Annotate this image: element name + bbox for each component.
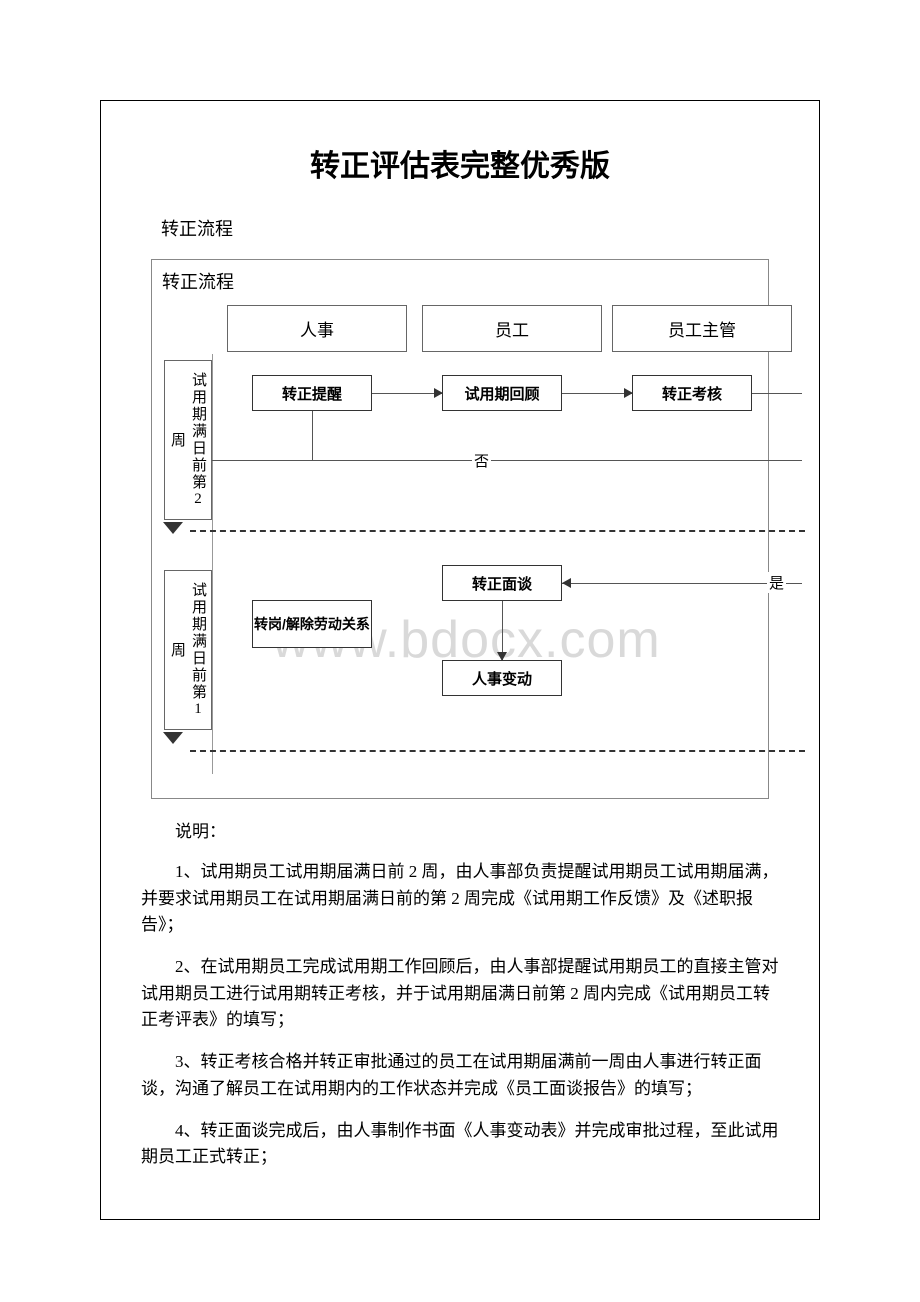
connector (752, 393, 802, 394)
connector (212, 460, 802, 461)
connector (372, 393, 442, 394)
flowchart-container: 转正流程 人事 员工 员工主管 试用期满日前第2周 试用期满日前第1周 转正提醒… (151, 259, 769, 799)
lane-divider (212, 354, 213, 774)
note-item-4: 4、转正面谈完成后，由人事制作书面《人事变动表》并完成审批过程，至此试用期员工正… (141, 1118, 779, 1171)
phase-divider (190, 530, 805, 532)
arrow-left-icon (562, 578, 571, 588)
arrow-down-icon (497, 652, 507, 661)
node-review: 试用期回顾 (442, 375, 562, 411)
phase-label-week2: 试用期满日前第2周 (164, 360, 212, 520)
node-text: 转岗/解除劳动关系 (254, 614, 370, 634)
connector (562, 393, 632, 394)
node-interview: 转正面谈 (442, 565, 562, 601)
node-hr-change: 人事变动 (442, 660, 562, 696)
phase-label-week1: 试用期满日前第1周 (164, 570, 212, 730)
page-title: 转正评估表完整优秀版 (121, 141, 799, 185)
swimlane-header-supervisor: 员工主管 (612, 305, 792, 352)
arrow-right-icon (624, 388, 633, 398)
node-remind: 转正提醒 (252, 375, 372, 411)
decision-label-yes: 是 (767, 572, 786, 593)
decision-label-no: 否 (472, 450, 491, 471)
document-page: 转正评估表完整优秀版 转正流程 转正流程 人事 员工 员工主管 试用期满日前第2… (100, 100, 820, 1220)
note-item-3: 3、转正考核合格并转正审批通过的员工在试用期届满前一周由人事进行转正面谈，沟通了… (141, 1049, 779, 1102)
flowchart-heading: 转正流程 (162, 268, 234, 294)
node-assess: 转正考核 (632, 375, 752, 411)
swimlane-header-employee: 员工 (422, 305, 602, 352)
node-transfer-terminate: 转岗/解除劳动关系 (252, 600, 372, 648)
chevron-down-icon (163, 732, 183, 744)
note-item-2: 2、在试用期员工完成试用期工作回顾后，由人事部提醒试用期员工的直接主管对试用期员… (141, 954, 779, 1033)
chevron-down-icon (163, 522, 183, 534)
note-item-1: 1、试用期员工试用期届满日前 2 周，由人事部负责提醒试用期员工试用期届满，并要… (141, 859, 779, 938)
swimlane-header-hr: 人事 (227, 305, 407, 352)
section-subtitle: 转正流程 (161, 215, 799, 241)
notes-section: 说明： 1、试用期员工试用期届满日前 2 周，由人事部负责提醒试用期员工试用期届… (141, 819, 779, 1171)
connector (562, 583, 802, 584)
arrow-right-icon (434, 388, 443, 398)
phase-divider (190, 750, 805, 752)
notes-label: 说明： (141, 819, 779, 845)
connector (312, 411, 313, 460)
